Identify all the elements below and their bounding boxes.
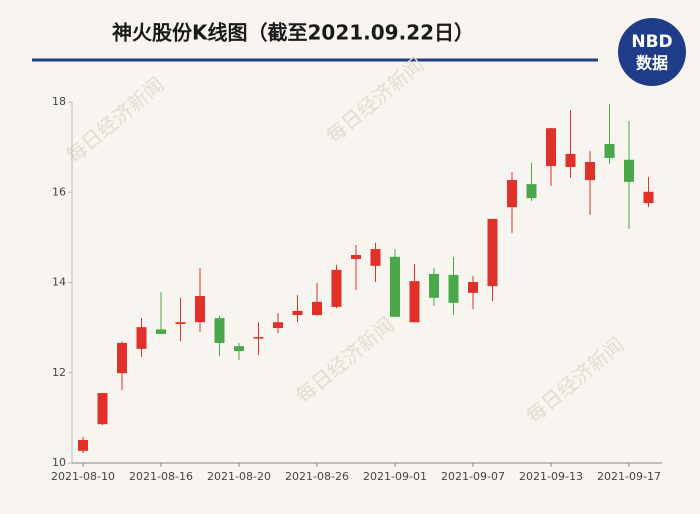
candle-body [97,393,108,425]
candle-body [331,269,342,307]
x-tick-label: 2021-08-20 [207,470,271,483]
candle-body [370,249,381,266]
candle-body [234,346,244,352]
logo-bottom: 数据 [636,54,668,73]
x-tick-label: 2021-09-17 [597,470,661,483]
candle-body [136,327,147,349]
candle-body [195,296,205,323]
candle-body [409,281,420,323]
candle-body [624,159,634,182]
candle-body [448,274,459,303]
y-tick-label: 10 [52,456,66,469]
logo-top: NBD [631,32,672,52]
candle-body [487,218,498,287]
candle-body [526,184,537,199]
candle-body [351,254,361,260]
x-tick-label: 2021-09-07 [441,470,505,483]
x-tick-label: 2021-09-01 [363,470,427,483]
x-tick-label: 2021-08-10 [51,470,115,483]
candle-body [565,153,576,167]
candle-body [429,273,439,298]
candle-body [585,162,595,181]
y-tick-label: 14 [52,276,66,289]
candle-body [175,322,186,325]
candle-body [312,301,322,315]
candle-body [546,128,556,167]
candle-body [156,329,166,334]
candle-body [78,439,88,451]
logo [618,18,686,86]
x-tick-label: 2021-08-26 [285,470,349,483]
candle-body [273,322,283,329]
candle-body [253,337,264,339]
y-tick-label: 12 [52,366,66,379]
candle-body [390,256,400,317]
y-tick-label: 16 [52,185,66,198]
candle-body [117,342,127,374]
x-tick-label: 2021-09-13 [519,470,583,483]
candle-body [507,180,517,208]
candle-body [214,318,225,343]
x-tick-label: 2021-08-16 [129,470,193,483]
candle-body [292,310,303,315]
y-tick-label: 18 [52,95,66,108]
candle-body [643,191,654,204]
candle-body [604,143,615,158]
candle-body [468,282,478,293]
chart-title: 神火股份K线图（截至2021.09.22日） [112,21,474,45]
